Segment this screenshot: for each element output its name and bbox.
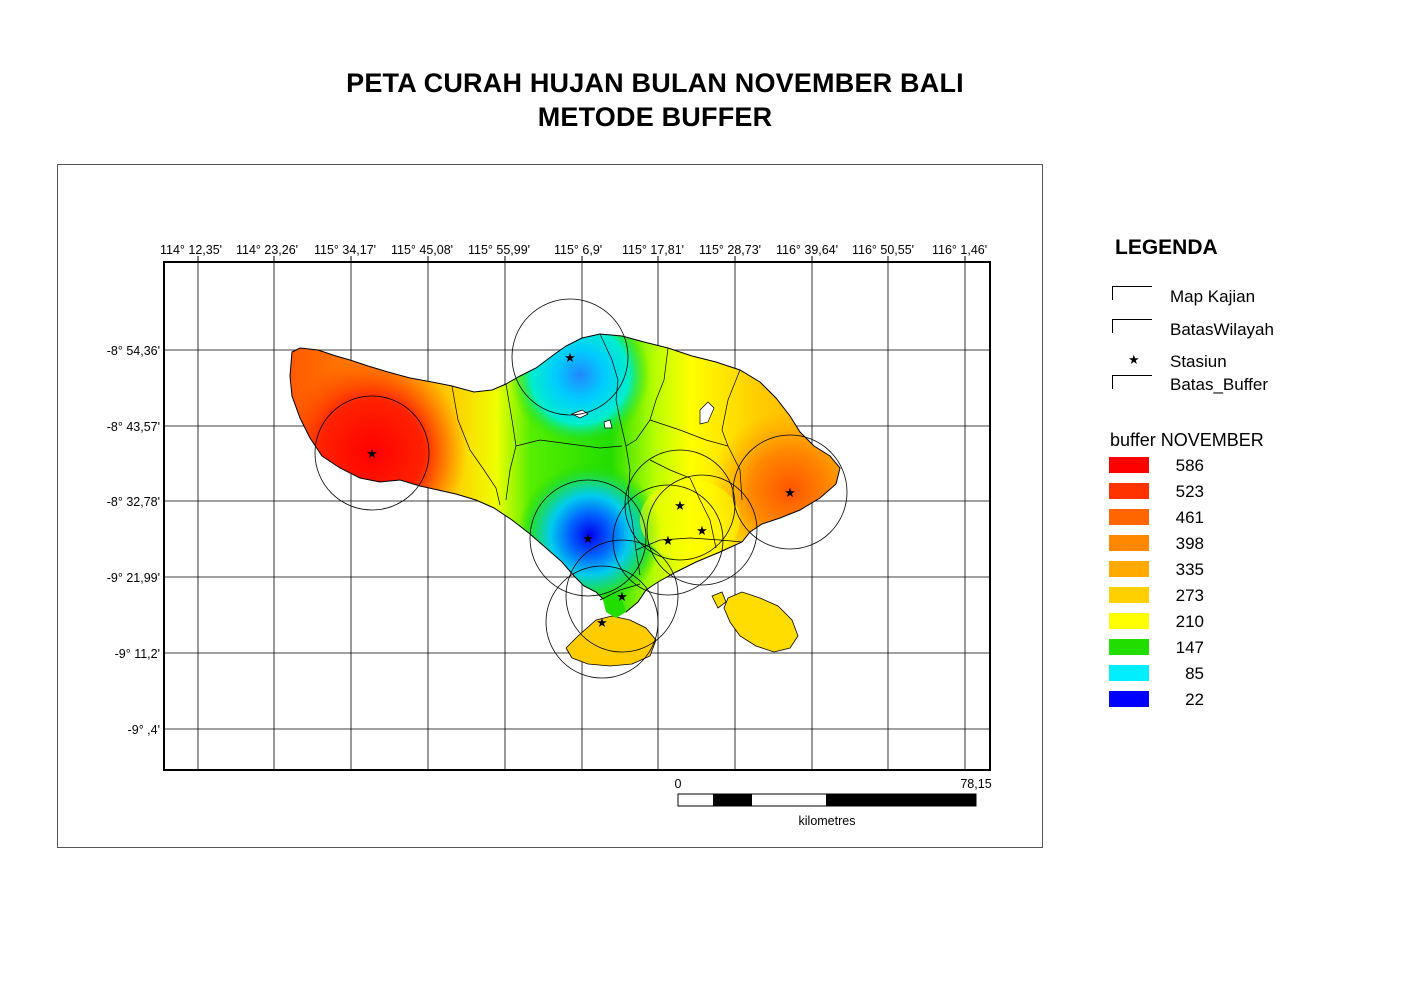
regency-boundaries xyxy=(451,333,743,601)
map-title-line2: METODE BUFFER xyxy=(537,102,773,132)
lat-label: -9° ,4' xyxy=(128,723,160,737)
legend-value-85: 85 xyxy=(1185,664,1204,683)
legend-symbol-batas-wilayah xyxy=(1112,319,1152,333)
lon-label: 115° 28,73' xyxy=(699,243,761,257)
top-ticks xyxy=(197,256,966,262)
legend-label-stasiun: Stasiun xyxy=(1170,352,1227,371)
station-star: ★ xyxy=(662,534,674,549)
nusa-penida xyxy=(723,591,799,653)
station-markers: ★ ★ ★ ★ ★ ★ ★ ★ ★ xyxy=(366,351,796,631)
lake-beratan xyxy=(603,419,613,429)
legend-value-398: 398 xyxy=(1175,534,1204,553)
legend-value-210: 210 xyxy=(1175,612,1204,631)
buffer-rings xyxy=(314,298,848,679)
map-title-line1: PETA CURAH HUJAN BULAN NOVEMBER BALI xyxy=(346,68,964,98)
legend-value-22: 22 xyxy=(1185,690,1204,709)
legend-swatch-22 xyxy=(1109,691,1149,707)
station-star: ★ xyxy=(366,447,378,462)
lat-label: -9° 11,2' xyxy=(115,647,160,661)
legend-star-icon: ★ xyxy=(1128,352,1140,367)
station-star: ★ xyxy=(582,532,594,547)
lon-label: 116° 1,46' xyxy=(932,243,987,257)
lat-label: -8° 43,57' xyxy=(107,420,160,434)
legend-value-586: 586 xyxy=(1175,456,1204,475)
station-star: ★ xyxy=(674,499,686,514)
legend-color-title: buffer NOVEMBER xyxy=(1110,430,1264,450)
legend-symbol-batas-buffer xyxy=(1112,375,1152,389)
legend-swatch-586 xyxy=(1109,457,1149,473)
legend-value-335: 335 xyxy=(1175,560,1204,579)
legend-swatch-85 xyxy=(1109,665,1149,681)
lon-label: 115° 34,17' xyxy=(314,243,376,257)
lon-label: 116° 50,55' xyxy=(852,243,914,257)
legend-title: LEGENDA xyxy=(1115,236,1218,259)
station-star: ★ xyxy=(564,351,576,366)
station-star: ★ xyxy=(616,590,628,605)
legend-symbol-map-kajian xyxy=(1112,286,1152,300)
lon-label: 116° 39,64' xyxy=(776,243,838,257)
top-tick-labels: 114° 12,35' 114° 23,26' 115° 34,17' 115°… xyxy=(160,243,987,257)
lat-label: -9° 21,99' xyxy=(107,571,160,585)
legend-swatch-210 xyxy=(1109,613,1149,629)
left-tick-labels: -8° 54,36' -8° 43,57' -8° 32,78' -9° 21,… xyxy=(107,344,160,737)
scale-end-label: 78,15 xyxy=(960,777,991,791)
layout-frame xyxy=(57,164,1043,848)
legend-value-147: 147 xyxy=(1175,638,1204,657)
scale-unit-label: kilometres xyxy=(799,814,856,828)
legend-value-273: 273 xyxy=(1175,586,1204,605)
legend-swatch-335 xyxy=(1109,561,1149,577)
legend-label-map-kajian: Map Kajian xyxy=(1170,287,1256,306)
station-star: ★ xyxy=(596,616,608,631)
legend-label-batas-buffer: Batas_Buffer xyxy=(1170,375,1268,394)
scale-bar: 0 78,15 kilometres xyxy=(675,777,992,828)
bukit-peninsula xyxy=(565,615,657,667)
lon-label: 114° 23,26' xyxy=(236,243,298,257)
scale-start-label: 0 xyxy=(675,777,682,791)
legend-swatch-461 xyxy=(1109,509,1149,525)
lat-label: -8° 54,36' xyxy=(107,344,160,358)
station-star: ★ xyxy=(696,524,708,539)
lon-label: 115° 6,9' xyxy=(554,243,602,257)
legend-value-523: 523 xyxy=(1175,482,1204,501)
nusa-lembongan xyxy=(711,591,727,609)
station-star: ★ xyxy=(784,486,796,501)
lake-batur xyxy=(699,401,715,425)
legend-swatch-398 xyxy=(1109,535,1149,551)
lat-label: -8° 32,78' xyxy=(107,495,160,509)
lon-label: 115° 55,99' xyxy=(468,243,530,257)
legend-swatch-523 xyxy=(1109,483,1149,499)
lon-label: 114° 12,35' xyxy=(160,243,222,257)
legend-value-461: 461 xyxy=(1175,508,1204,527)
legend-swatch-147 xyxy=(1109,639,1149,655)
lon-label: 115° 17,81' xyxy=(622,243,684,257)
lon-label: 115° 45,08' xyxy=(391,243,453,257)
legend-label-batas-wilayah: BatasWilayah xyxy=(1170,320,1274,339)
legend-swatch-273 xyxy=(1109,587,1149,603)
